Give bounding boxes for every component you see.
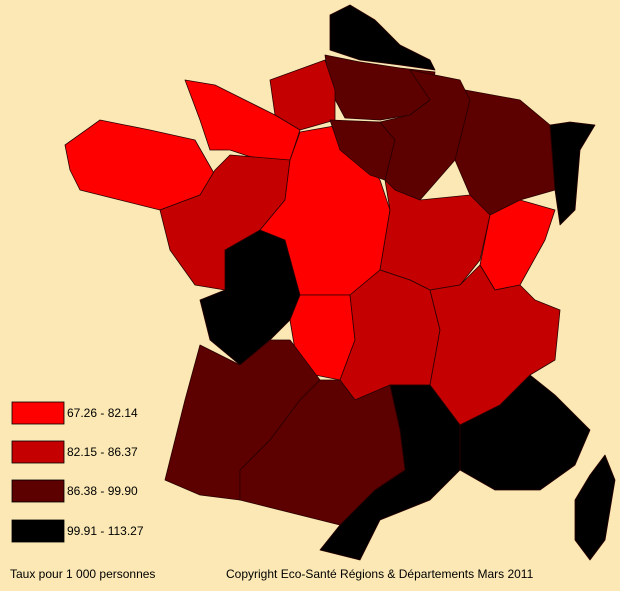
region — [379, 179, 491, 291]
copyright: Copyright Eco-Santé Régions & Départemen… — [226, 567, 534, 581]
region — [459, 374, 591, 491]
legend-label: 67.26 - 82.14 — [67, 406, 138, 420]
region — [574, 454, 616, 561]
legend-swatch — [11, 479, 65, 503]
legend-label: 86.38 - 99.90 — [67, 484, 138, 498]
region — [329, 4, 436, 71]
legend-label: 82.15 - 86.37 — [67, 445, 138, 459]
regions — [64, 4, 616, 561]
legend: 67.26 - 82.14 82.15 - 86.37 86.38 - 99.90 9… — [11, 401, 144, 543]
legend-swatch — [11, 519, 65, 543]
footer-note: Taux pour 1 000 personnes — [10, 567, 155, 581]
legend-swatch — [11, 440, 65, 464]
legend-swatch — [11, 401, 65, 425]
region — [549, 121, 596, 226]
legend-label: 99.91 - 113.27 — [67, 524, 144, 538]
